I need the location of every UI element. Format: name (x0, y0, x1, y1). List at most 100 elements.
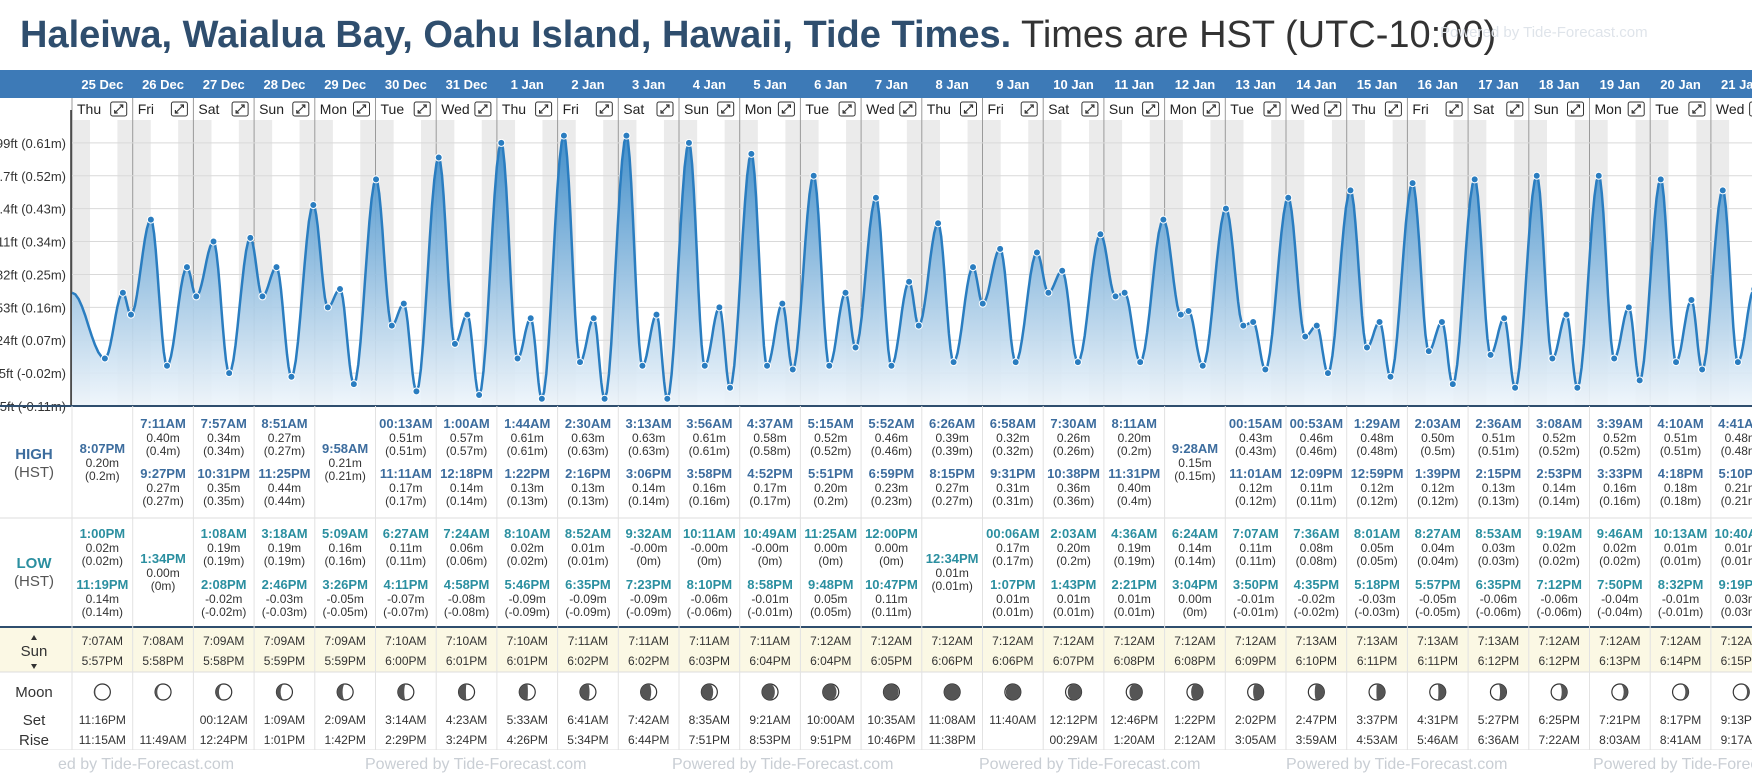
sunset-time: 5:59PM (264, 654, 305, 668)
moonrise-time: 3:59AM (1296, 733, 1337, 747)
expand-arrow (1146, 104, 1156, 114)
weekday-label: Sat (1473, 101, 1494, 117)
expand-icon[interactable] (231, 101, 249, 117)
high-tide-height-paren: (0.51m) (1478, 444, 1519, 458)
location-title: Haleiwa, Waialua Bay, Oahu Island, Hawai… (20, 14, 1012, 56)
expand-icon[interactable] (1567, 101, 1584, 117)
low-tide-height-paren: (0m) (879, 554, 904, 568)
high-tide-time: 11:25PM (258, 466, 310, 481)
sunset-time: 6:15PM (1721, 654, 1752, 668)
high-tide-time: 1:29AM (1354, 416, 1400, 431)
high-tide-height: 0.52m (1603, 431, 1636, 445)
low-tide-height: 0.05m (1360, 541, 1393, 555)
expand-icon[interactable] (292, 101, 310, 117)
tide-extreme-point (450, 339, 459, 348)
low-tide-height-paren: (-0.06m) (1476, 605, 1521, 619)
expand-icon[interactable] (899, 101, 917, 117)
expand-icon[interactable] (838, 101, 856, 117)
expand-icon[interactable] (595, 101, 613, 117)
expand-icon[interactable] (717, 101, 735, 117)
high-tide-height-paren: (0.14m) (1538, 494, 1579, 508)
expand-icon[interactable] (1142, 101, 1160, 117)
expand-icon[interactable] (1081, 101, 1099, 117)
tide-extreme-point (349, 380, 358, 389)
weekday-label: Wed (1716, 101, 1745, 117)
moon-shadow (1067, 684, 1082, 700)
weekday-label: Sun (1534, 101, 1559, 117)
expand-icon[interactable] (1020, 101, 1038, 117)
low-tide-height: -0.03m (1358, 592, 1395, 606)
moon-row-label: Moon (15, 684, 53, 701)
moonrise-time: 1:20AM (1114, 733, 1155, 747)
expand-icon[interactable] (1324, 101, 1342, 117)
expand-icon[interactable] (960, 101, 977, 117)
low-tide-height: 0.01m (935, 566, 968, 580)
tide-extreme-point (497, 138, 506, 147)
expand-icon[interactable] (474, 101, 492, 117)
low-tide-height-paren: (0.01m) (1660, 554, 1701, 568)
low-tide-height-paren: (0.01m) (1053, 605, 1094, 619)
tide-extreme-point (1284, 193, 1293, 202)
low-tide-time: 1:00PM (80, 526, 126, 541)
expand-icon[interactable] (353, 101, 370, 117)
y-tick-label: 1.7ft (0.52m) (0, 169, 66, 184)
tide-extreme-point (537, 394, 546, 403)
expand-icon[interactable] (1384, 101, 1402, 117)
expand-icon[interactable] (1506, 101, 1524, 117)
high-tide-time: 8:15PM (929, 466, 975, 481)
low-tide-height: 0.05m (814, 592, 847, 606)
low-tide-time: 3:18AM (261, 526, 307, 541)
expand-icon[interactable] (1688, 101, 1706, 117)
high-tide-height-paren: (0.35m) (203, 494, 244, 508)
expand-icon[interactable] (1627, 101, 1645, 117)
tide-extreme-point (209, 237, 218, 246)
moonrise-time: 6:36AM (1478, 733, 1519, 747)
low-tide-time: 3:04PM (1172, 577, 1218, 592)
low-tide-time: 7:24AM (443, 526, 489, 541)
tide-extreme-point (1239, 321, 1248, 330)
weekday-label: Tue (381, 101, 405, 117)
high-tide-time: 5:15AM (808, 416, 854, 431)
expand-icon[interactable] (1445, 101, 1463, 117)
low-tide-time: 10:40AM (1715, 526, 1752, 541)
low-tide-time: 4:11PM (383, 577, 428, 592)
expand-icon[interactable] (656, 101, 674, 117)
expand-icon[interactable] (1202, 101, 1220, 117)
tide-extreme-point (1437, 317, 1446, 326)
expand-icon[interactable] (170, 101, 188, 117)
tide-extreme-point (700, 361, 709, 370)
expand-icon[interactable] (413, 101, 431, 117)
low-tide-height: 0.03m (1482, 541, 1515, 555)
high-tide-height-paren: (0.57m) (446, 444, 487, 458)
low-tide-height-paren: (0.02m) (1599, 554, 1640, 568)
expand-icon[interactable] (1749, 101, 1752, 117)
tide-extreme-point (246, 233, 255, 242)
moon-shadow (155, 684, 164, 700)
low-tide-time: 12:34PM (926, 551, 979, 566)
tide-extreme-point (475, 391, 484, 400)
high-tide-time: 8:07PM (80, 441, 126, 456)
tide-extreme-point (914, 321, 923, 330)
sunset-time: 5:58PM (203, 654, 244, 668)
tide-extreme-point (1698, 365, 1707, 374)
moon-phase-icon (640, 683, 658, 701)
high-tide-height-paren: (0.52m) (1599, 444, 1640, 458)
tide-extreme-point (1532, 171, 1541, 180)
moon-phase-icon (1186, 683, 1204, 701)
expand-icon[interactable] (1263, 101, 1281, 117)
sunrise-time: 7:12AM (1053, 634, 1094, 648)
moonset-time: 7:42AM (628, 713, 669, 727)
low-tide-height: -0.00m (751, 541, 788, 555)
expand-icon[interactable] (110, 101, 128, 117)
expand-icon[interactable] (535, 101, 553, 117)
high-tide-time: 4:52PM (747, 466, 793, 481)
tide-extreme-point (663, 394, 672, 403)
weekday-label: Sat (623, 101, 644, 117)
sunrise-time: 7:09AM (264, 634, 305, 648)
expand-arrow (781, 104, 791, 114)
low-tide-time: 9:32AM (626, 526, 672, 541)
expand-icon[interactable] (777, 101, 795, 117)
low-tide-time: 11:19PM (76, 577, 128, 592)
tide-extreme-point (1375, 317, 1384, 326)
tide-extreme-point (949, 358, 958, 367)
